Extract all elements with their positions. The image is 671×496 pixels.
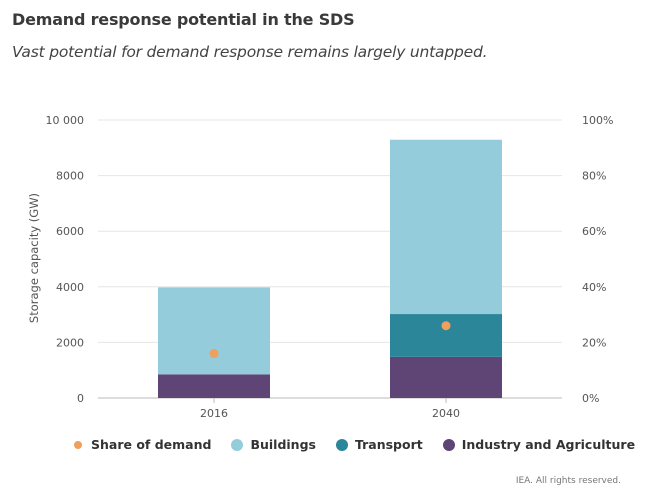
- share-of-demand-point-2040[interactable]: [441, 321, 451, 331]
- y2-tick-label: 0%: [582, 392, 599, 405]
- copyright-note: IEA. All rights reserved.: [515, 476, 621, 486]
- bar-industry-and-agriculture-2016[interactable]: [158, 374, 270, 398]
- y-tick-label: 8000: [56, 170, 84, 183]
- x-tick-label: 2040: [432, 407, 460, 420]
- bar-industry-and-agriculture-2040[interactable]: [390, 356, 502, 398]
- x-tick-label: 2016: [200, 407, 228, 420]
- y-axis-label: Storage capacity (GW): [27, 193, 41, 323]
- y-tick-label: 6000: [56, 225, 84, 238]
- y2-tick-label: 60%: [582, 225, 606, 238]
- legend-item-industry-agriculture[interactable]: Industry and Agriculture: [442, 437, 636, 452]
- bar-buildings-2016[interactable]: [158, 287, 270, 375]
- legend-swatch-buildings-icon: [231, 438, 244, 451]
- y2-tick-label: 100%: [582, 114, 613, 127]
- legend-swatch-industry-icon: [442, 438, 455, 451]
- legend-item-transport[interactable]: Transport: [335, 437, 423, 452]
- y-tick-label: 0: [77, 392, 84, 405]
- legend-swatch-transport-icon: [335, 438, 348, 451]
- legend: Share of demand Buildings Transport Indu…: [72, 437, 635, 452]
- legend-label: Share of demand: [91, 437, 212, 452]
- legend-label: Buildings: [250, 437, 316, 452]
- chart-title: Demand response potential in the SDS: [12, 10, 355, 29]
- legend-item-share-of-demand[interactable]: Share of demand: [72, 437, 211, 452]
- y-tick-label: 10 000: [46, 114, 85, 127]
- y-tick-label: 2000: [56, 336, 84, 349]
- y2-tick-label: 20%: [582, 336, 606, 349]
- chart-subtitle: Vast potential for demand response remai…: [12, 43, 488, 61]
- y2-tick-label: 40%: [582, 281, 606, 294]
- legend-item-buildings[interactable]: Buildings: [231, 437, 316, 452]
- share-of-demand-point-2016[interactable]: [209, 349, 219, 359]
- bar-buildings-2040[interactable]: [390, 139, 502, 315]
- legend-swatch-share-icon: [74, 440, 82, 449]
- y-tick-label: 4000: [56, 281, 84, 294]
- legend-label: Industry and Agriculture: [461, 437, 636, 452]
- bar-transport-2040[interactable]: [390, 314, 502, 357]
- y2-tick-label: 80%: [582, 170, 606, 183]
- legend-label: Transport: [354, 437, 423, 452]
